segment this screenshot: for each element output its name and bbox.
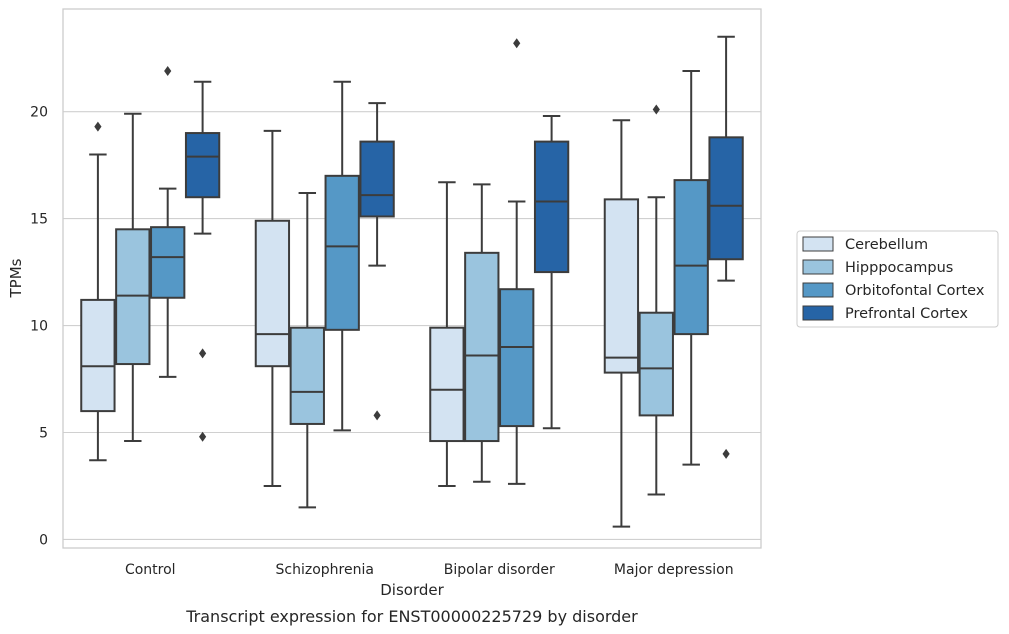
legend-swatch <box>802 282 834 298</box>
x-tick-label: Major depression <box>614 562 734 578</box>
x-axis-label: Disorder <box>380 581 444 599</box>
outlier-point <box>513 38 521 49</box>
outlier-point <box>199 348 207 359</box>
box-cerebellum-0 <box>80 121 116 462</box>
box-groups <box>80 35 744 528</box>
box-orbitofontal-cortex-2 <box>499 38 535 485</box>
y-tick-label: 0 <box>39 532 48 548</box>
outlier-point <box>722 448 730 459</box>
box-iqr <box>115 228 151 366</box>
box-orbitofontal-cortex-3 <box>673 70 709 466</box>
box-prefrontal-cortex-3 <box>708 35 744 459</box>
box-prefrontal-cortex-0 <box>184 80 221 442</box>
box-cerebellum-2 <box>429 181 465 487</box>
outlier-point <box>199 431 207 442</box>
legend-label: Prefrontal Cortex <box>845 306 968 322</box>
box-iqr <box>359 140 395 218</box>
y-tick-label: 20 <box>30 105 48 121</box>
x-tick-label: Bipolar disorder <box>444 562 555 578</box>
box-iqr <box>638 311 674 417</box>
box-iqr <box>324 174 360 331</box>
legend-swatch <box>802 259 834 275</box>
box-orbitofontal-cortex-1 <box>324 80 360 432</box>
box-iqr <box>429 326 465 443</box>
x-tick-label: Control <box>125 562 176 578</box>
x-tick-label: Schizophrenia <box>276 562 374 578</box>
outlier-point <box>94 121 102 132</box>
legend: Cerebellum Hipppocampus Orbitofontal Corte… <box>796 230 999 328</box>
box-prefrontal-cortex-1 <box>359 102 395 421</box>
y-tick-label: 15 <box>30 212 48 228</box>
outlier-point <box>373 410 381 421</box>
box-iqr <box>254 219 291 368</box>
box-hipppocampus-2 <box>464 183 500 483</box>
box-iqr <box>289 326 325 425</box>
legend-label: Orbitofontal Cortex <box>845 283 985 299</box>
grid-lines <box>63 111 761 540</box>
y-axis-label: TPMs <box>7 258 25 298</box>
outlier-point <box>652 104 660 115</box>
legend-label: Cerebellum <box>845 237 928 253</box>
box-iqr <box>708 136 744 261</box>
legend-frame <box>796 230 999 328</box>
outlier-point <box>164 66 172 77</box>
legend-label: Hipppocampus <box>845 260 953 276</box>
box-iqr <box>464 251 500 443</box>
box-hipppocampus-1 <box>289 191 325 509</box>
legend-swatch <box>802 305 834 321</box>
box-cerebellum-3 <box>603 119 640 528</box>
box-iqr <box>184 132 221 199</box>
box-iqr <box>499 288 535 428</box>
box-hipppocampus-3 <box>638 104 674 496</box>
box-prefrontal-cortex-2 <box>533 114 570 430</box>
x-tick-labels: Control Schizophrenia Bipolar disorder Majo… <box>125 562 734 578</box>
y-tick-label: 10 <box>30 319 48 335</box>
box-iqr <box>533 140 570 274</box>
y-tick-labels: 0 5 10 15 20 <box>30 105 48 549</box>
legend-swatch <box>802 236 834 252</box>
box-hipppocampus-0 <box>115 112 151 443</box>
y-tick-label: 5 <box>39 426 48 442</box>
box-cerebellum-1 <box>254 129 291 487</box>
figure-caption: Transcript expression for ENST0000022572… <box>185 607 638 626</box>
box-iqr <box>673 179 709 336</box>
box-orbitofontal-cortex-0 <box>150 66 186 378</box>
box-iqr <box>80 298 116 413</box>
plot-frame <box>62 8 762 549</box>
box-iqr <box>603 198 640 374</box>
box-iqr <box>150 226 186 299</box>
